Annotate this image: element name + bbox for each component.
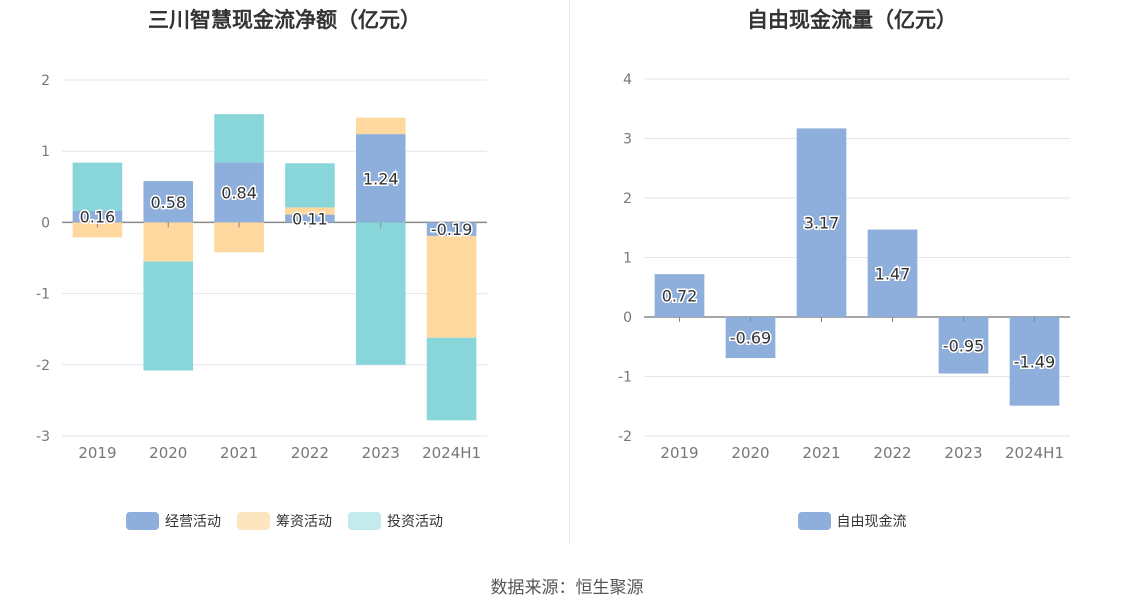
x-tick-label: 2021	[802, 444, 840, 462]
cashflow-net-chart: 三川智慧现金流净额（亿元） -3 -2 -1 0 1 2 2019 2020 2021 2022 2…	[0, 0, 569, 545]
y-tick-label: 0	[41, 215, 50, 231]
legend-item-financing[interactable]: 筹资活动	[237, 511, 332, 531]
bar	[796, 128, 847, 317]
data-label: 0.16	[80, 208, 116, 227]
bar-segment	[143, 181, 194, 223]
cashflow-net-plot: -3 -2 -1 0 1 2 2019 2020 2021 2022 2023 2024H1 0.16 0…	[36, 73, 487, 462]
y-tick-label: -2	[36, 358, 50, 374]
x-tick-label: 2021	[220, 444, 258, 462]
legend-label: 投资活动	[387, 514, 443, 530]
y-tick-label: 4	[623, 72, 632, 88]
x-tick-label: 2024H1	[422, 444, 481, 462]
legend-label: 经营活动	[165, 514, 221, 530]
y-tick-label: 2	[41, 73, 50, 89]
legend-swatch	[348, 512, 381, 530]
x-tick-label: 2019	[78, 444, 116, 462]
bar-segment	[355, 117, 406, 135]
y-tick-label: 3	[623, 132, 632, 148]
y-tick-label: -1	[618, 370, 632, 386]
data-label: 0.72	[662, 287, 698, 306]
data-label: -0.69	[730, 329, 771, 348]
bar-segment	[285, 207, 335, 215]
bar-segment	[426, 235, 477, 338]
free-cashflow-chart: 自由现金流量（亿元） -2 -1 0 1 2 3 4 2019 2020 2021 2022 2023…	[570, 0, 1134, 545]
data-label: 1.47	[875, 264, 911, 283]
data-label: 0.58	[150, 193, 186, 212]
legend-item-investing[interactable]: 投资活动	[348, 511, 443, 531]
x-tick-label: 2022	[873, 444, 911, 462]
bar-segment	[426, 222, 477, 236]
panel-divider	[569, 0, 570, 545]
bar-segment	[214, 114, 264, 163]
bar-segment	[355, 134, 406, 223]
data-label: -1.49	[1014, 352, 1055, 371]
bar	[867, 229, 918, 317]
bar-segment	[285, 163, 335, 208]
bar-segment	[214, 162, 264, 223]
x-tick-label: 2019	[660, 444, 698, 462]
bar	[1009, 317, 1060, 406]
bar	[725, 317, 776, 359]
x-tick-label: 2023	[944, 444, 982, 462]
bar	[654, 274, 705, 317]
data-label: -0.95	[943, 336, 984, 355]
x-tick-label: 2020	[731, 444, 769, 462]
legend: 自由现金流	[570, 511, 1134, 531]
data-label: 1.24	[363, 169, 399, 188]
data-label: -0.19	[431, 220, 472, 239]
x-tick-label: 2024H1	[1005, 444, 1064, 462]
legend-swatch	[126, 512, 159, 530]
y-tick-label: 2	[623, 191, 632, 207]
legend-label: 筹资活动	[276, 514, 332, 530]
legend: 经营活动 筹资活动 投资活动	[0, 511, 569, 531]
y-tick-label: 1	[41, 144, 50, 160]
data-label: 0.84	[221, 183, 257, 202]
legend-label: 自由现金流	[836, 514, 907, 530]
bar	[938, 317, 989, 374]
bar-segment	[72, 162, 123, 212]
y-tick-label: -2	[618, 429, 632, 445]
x-tick-label: 2020	[149, 444, 187, 462]
bar-segment	[143, 261, 194, 371]
y-tick-label: -3	[36, 429, 50, 445]
legend-item-operating[interactable]: 经营活动	[126, 511, 221, 531]
y-tick-label: -1	[36, 287, 50, 303]
free-cashflow-plot: -2 -1 0 1 2 3 4 2019 2020 2021 2022 2023 2024H1 0.72 -…	[618, 72, 1070, 462]
bar-segment	[72, 222, 123, 238]
bar-segment	[285, 214, 335, 223]
bar-segment	[355, 222, 406, 365]
x-tick-label: 2023	[362, 444, 400, 462]
x-tick-label: 2022	[291, 444, 329, 462]
y-tick-label: 0	[623, 310, 632, 326]
data-source-note: 数据来源：恒生聚源	[490, 578, 644, 598]
data-label: 3.17	[804, 214, 840, 233]
bar-segment	[72, 211, 123, 223]
chart-title: 三川智慧现金流净额（亿元）	[148, 8, 421, 32]
bar-segment	[143, 222, 194, 262]
chart-title: 自由现金流量（亿元）	[747, 8, 957, 32]
legend-item-free-cashflow[interactable]: 自由现金流	[797, 511, 907, 531]
bar-segment	[426, 337, 477, 421]
legend-swatch	[797, 512, 831, 530]
legend-swatch	[237, 512, 270, 530]
data-label: 0.11	[292, 209, 328, 228]
y-tick-label: 1	[623, 251, 632, 267]
